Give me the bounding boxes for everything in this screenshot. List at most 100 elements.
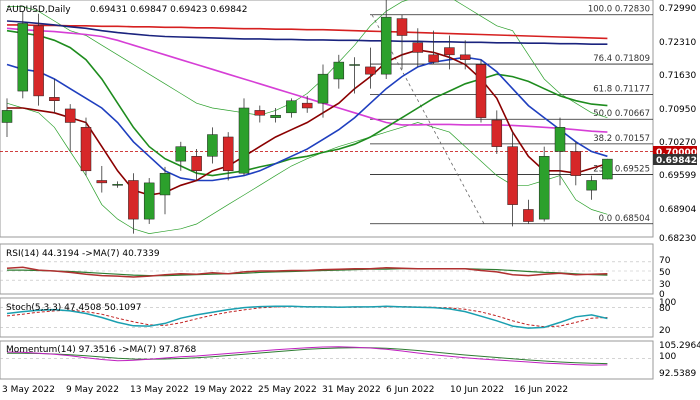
stoch-panel-frame bbox=[0, 297, 654, 338]
ma-red-line bbox=[7, 24, 608, 40]
stoch-tick: 80 bbox=[659, 304, 671, 314]
price-tick: 0.72990 bbox=[659, 4, 696, 14]
momentum-line bbox=[6, 346, 608, 366]
momentum-label: Momentum(14) 97.3516 ->MA(7) 97.8768 bbox=[6, 345, 197, 355]
bear-candle bbox=[491, 119, 503, 147]
stoch-tick: 100 bbox=[659, 298, 676, 308]
momentum-ma-line bbox=[7, 347, 608, 365]
date-label: 10 Jun 2022 bbox=[450, 385, 504, 395]
bull-candle bbox=[207, 134, 218, 157]
bull-candle bbox=[554, 127, 566, 152]
bear-candle bbox=[396, 18, 408, 36]
ma-navy-line bbox=[6, 20, 608, 45]
bear-candle bbox=[96, 180, 108, 184]
ma-green-line bbox=[6, 29, 608, 177]
date-label: 13 May 2022 bbox=[130, 385, 189, 395]
bull-candle bbox=[175, 146, 187, 162]
momentum-tick: 92.5389 bbox=[659, 369, 696, 379]
bear-candle bbox=[428, 54, 439, 63]
rsi-tick: 30 bbox=[659, 280, 671, 290]
bollinger-lower-line bbox=[6, 102, 608, 234]
rsi-tick: 0 bbox=[659, 290, 665, 300]
bull-candle bbox=[538, 156, 550, 220]
bear-candle bbox=[254, 110, 266, 116]
ma-blue-line bbox=[6, 56, 608, 182]
bear-candle bbox=[222, 136, 234, 172]
rsi-tick: 70 bbox=[659, 256, 671, 266]
bear-candle bbox=[33, 25, 44, 97]
momentum-tick: 105.2964 bbox=[659, 341, 700, 351]
fib-label: 50.0 0.70667 bbox=[593, 109, 650, 119]
bear-candle bbox=[507, 146, 518, 205]
bear-candle bbox=[64, 108, 76, 123]
fib-label: 61.8 0.71177 bbox=[593, 85, 650, 95]
chart-title: AUDUSD,Daily bbox=[6, 5, 71, 15]
bull-candle bbox=[238, 107, 250, 174]
bull-candle bbox=[1, 110, 13, 123]
bull-candle bbox=[317, 73, 329, 104]
bull-candle bbox=[17, 23, 29, 92]
date-label: 16 Jun 2022 bbox=[514, 385, 568, 395]
bear-candle bbox=[365, 66, 376, 75]
stoch-label: Stoch(5,3,3) 47.4508 50.1097 bbox=[6, 303, 141, 313]
rsi-line bbox=[6, 266, 608, 278]
stoch-d-line bbox=[6, 306, 608, 328]
main-chart-layer: 100.0 0.72830 76.4 0.71809 61.8 0.71177 50.… bbox=[0, 0, 653, 234]
red-level-tag bbox=[653, 146, 697, 157]
price-tick: 0.69599 bbox=[659, 171, 696, 181]
rsi-tick: 50 bbox=[659, 268, 671, 278]
rsi-label: RSI(14) 44.3194 ->MA(7) 40.7339 bbox=[6, 249, 160, 259]
fib-label: 0.0 0.68504 bbox=[599, 214, 650, 224]
bull-candle bbox=[112, 184, 123, 186]
bear-candle bbox=[301, 102, 313, 109]
rsi-chart-layer bbox=[0, 261, 653, 281]
stoch-k-line bbox=[6, 305, 608, 329]
momentum-tick: 100 bbox=[659, 352, 676, 362]
current-price-tag bbox=[653, 154, 697, 165]
price-tick: 0.68904 bbox=[659, 205, 696, 215]
date-axis: 3 May 2022 9 May 2022 13 May 2022 19 May… bbox=[2, 385, 568, 395]
date-label: 31 May 2022 bbox=[322, 385, 381, 395]
fib-label: 23.6 0.69525 bbox=[593, 164, 650, 174]
red-level-tag-text: 0.70000 bbox=[656, 148, 697, 158]
price-tick: 0.71630 bbox=[659, 71, 696, 81]
bull-candle bbox=[286, 100, 297, 114]
bull-candle bbox=[270, 114, 281, 118]
stoch-axis: 100 80 20 bbox=[659, 298, 676, 336]
bollinger-upper-line bbox=[7, 0, 608, 119]
bear-candle bbox=[475, 64, 487, 118]
current-price-tag-text: 0.69842 bbox=[656, 156, 697, 166]
fib-label: 76.4 0.71809 bbox=[593, 54, 650, 64]
bear-candle bbox=[444, 47, 455, 56]
stoch-tick: 20 bbox=[659, 326, 671, 336]
date-label: 19 May 2022 bbox=[194, 385, 253, 395]
bear-candle bbox=[128, 180, 139, 220]
bear-candle bbox=[412, 42, 424, 53]
ohlc-values: 0.69431 0.69847 0.69423 0.69842 bbox=[90, 5, 247, 15]
bull-candle bbox=[602, 158, 613, 180]
stoch-chart-layer bbox=[0, 305, 653, 329]
bear-candle bbox=[49, 97, 60, 101]
date-label: 6 Jun 2022 bbox=[386, 385, 434, 395]
bull-candle bbox=[349, 64, 360, 66]
bear-candle bbox=[523, 209, 534, 222]
bear-candle bbox=[80, 127, 92, 172]
momentum-axis: 105.2964 100 92.5389 bbox=[659, 341, 700, 379]
bull-candle bbox=[333, 61, 345, 80]
rsi-axis: 70 50 30 0 bbox=[659, 256, 671, 300]
price-tick: 0.70270 bbox=[659, 138, 696, 148]
bull-candle bbox=[143, 182, 155, 220]
momentum-chart-layer bbox=[0, 346, 653, 366]
price-tick: 0.70950 bbox=[659, 105, 696, 115]
bear-candle bbox=[459, 54, 471, 60]
bear-candle bbox=[570, 151, 582, 176]
ma-dark-red-line bbox=[7, 49, 608, 196]
price-tick: 0.72310 bbox=[659, 38, 696, 48]
bull-candle bbox=[586, 180, 597, 191]
bull-candle bbox=[380, 16, 392, 75]
date-label: 3 May 2022 bbox=[2, 385, 55, 395]
price-tick: 0.68230 bbox=[659, 234, 696, 244]
date-label: 25 May 2022 bbox=[258, 385, 317, 395]
fib-label: 100.0 0.72830 bbox=[588, 5, 650, 15]
